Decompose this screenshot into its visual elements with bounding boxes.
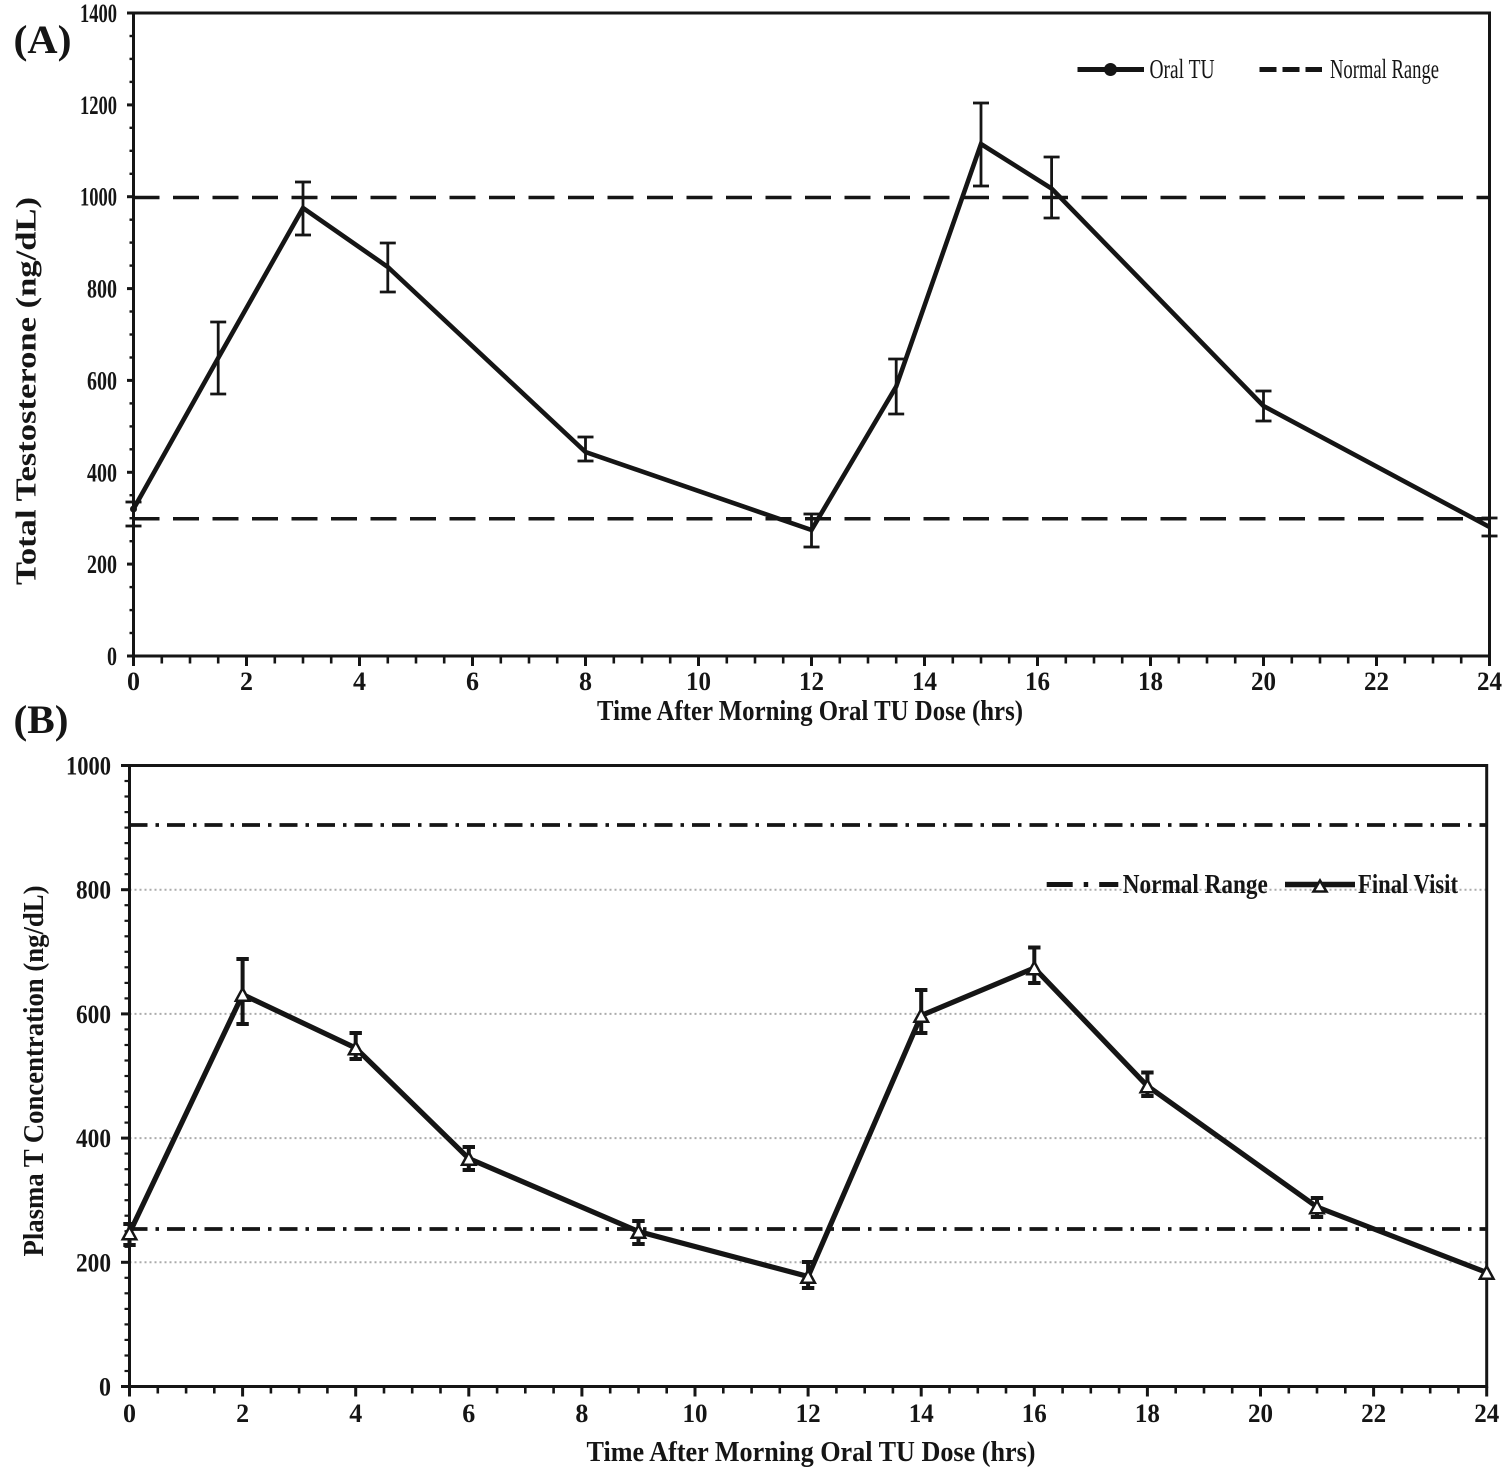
svg-text:10: 10 <box>683 1399 708 1428</box>
svg-text:6: 6 <box>462 1399 475 1428</box>
svg-text:1400: 1400 <box>80 0 117 28</box>
svg-text:16: 16 <box>1022 1399 1047 1428</box>
svg-text:0: 0 <box>123 1399 136 1428</box>
svg-text:18: 18 <box>1135 1399 1160 1428</box>
svg-text:1000: 1000 <box>66 752 111 781</box>
svg-text:200: 200 <box>87 550 117 579</box>
svg-text:20: 20 <box>1248 1399 1273 1428</box>
svg-text:Time After Morning Oral TU Dos: Time After Morning Oral TU Dose (hrs) <box>597 696 1023 727</box>
svg-text:400: 400 <box>76 1124 111 1153</box>
svg-text:10: 10 <box>686 667 711 696</box>
svg-text:0: 0 <box>127 667 140 696</box>
svg-text:8: 8 <box>579 667 592 696</box>
svg-text:Total Testosterone (ng/dL): Total Testosterone (ng/dL) <box>12 197 43 585</box>
svg-text:20: 20 <box>1251 667 1276 696</box>
svg-text:18: 18 <box>1138 667 1163 696</box>
svg-text:Normal Range: Normal Range <box>1330 54 1439 84</box>
svg-text:2: 2 <box>240 667 253 696</box>
svg-text:800: 800 <box>87 275 117 304</box>
svg-text:(B): (B) <box>14 697 69 742</box>
svg-text:22: 22 <box>1364 667 1389 696</box>
svg-text:16: 16 <box>1025 667 1050 696</box>
svg-text:Oral TU: Oral TU <box>1150 54 1215 84</box>
svg-text:12: 12 <box>796 1399 821 1428</box>
svg-text:4: 4 <box>349 1399 362 1428</box>
svg-text:1200: 1200 <box>80 91 117 120</box>
svg-text:8: 8 <box>575 1399 588 1428</box>
svg-text:(A): (A) <box>14 17 72 62</box>
svg-text:200: 200 <box>76 1248 111 1277</box>
svg-text:600: 600 <box>87 366 117 395</box>
svg-text:12: 12 <box>799 667 824 696</box>
svg-text:0: 0 <box>107 642 117 671</box>
svg-text:4: 4 <box>353 667 366 696</box>
svg-text:24: 24 <box>1477 667 1502 696</box>
svg-text:1000: 1000 <box>80 183 117 212</box>
svg-text:600: 600 <box>76 1000 111 1029</box>
svg-text:14: 14 <box>909 1399 934 1428</box>
svg-text:Normal Range: Normal Range <box>1123 869 1268 899</box>
svg-text:Final Visit: Final Visit <box>1358 869 1458 899</box>
svg-text:14: 14 <box>912 667 937 696</box>
svg-text:24: 24 <box>1474 1399 1499 1428</box>
svg-text:22: 22 <box>1361 1399 1386 1428</box>
svg-text:Plasma T Concentration (ng/dL): Plasma T Concentration (ng/dL) <box>19 886 50 1257</box>
svg-text:800: 800 <box>76 876 111 905</box>
svg-text:Time After Morning Oral TU Dos: Time After Morning Oral TU Dose (hrs) <box>587 1437 1036 1468</box>
svg-text:6: 6 <box>466 667 479 696</box>
svg-text:400: 400 <box>87 458 117 487</box>
svg-text:0: 0 <box>99 1373 111 1402</box>
svg-text:2: 2 <box>236 1399 249 1428</box>
